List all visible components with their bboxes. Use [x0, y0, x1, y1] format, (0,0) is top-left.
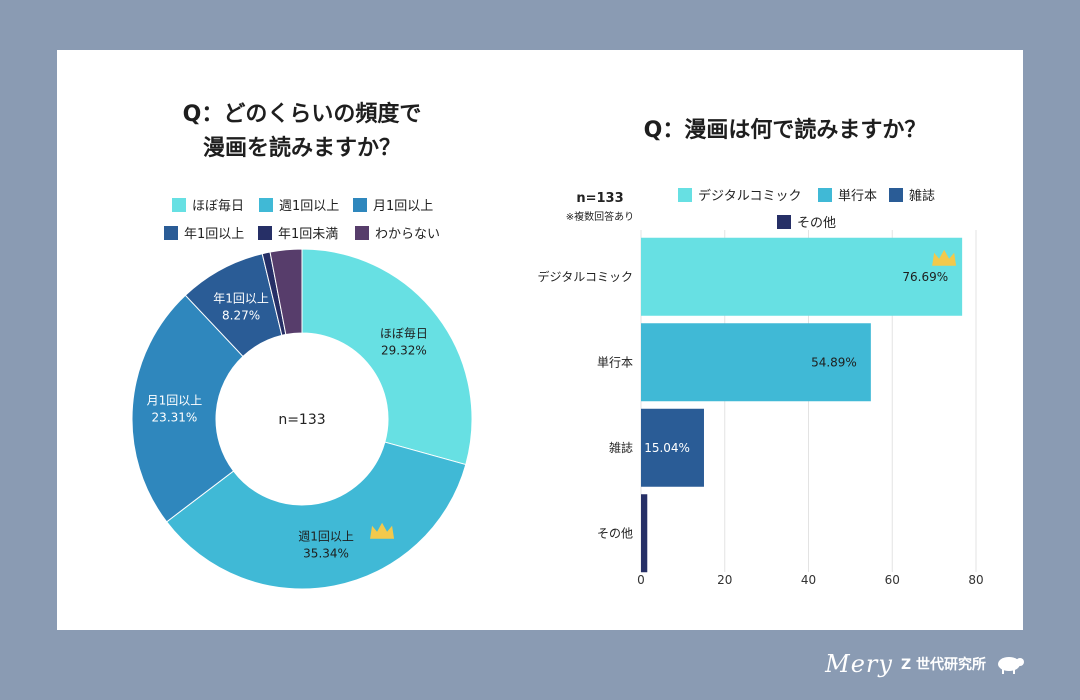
legend-swatch: [259, 197, 273, 212]
legend-swatch: [258, 225, 272, 240]
legend-swatch: [164, 225, 178, 240]
donut-chart: ほぼ毎日 29.32% 週1回以上 35.34% 月1回以上 23.31% 年1回以上 8.2…: [131, 248, 473, 590]
bar-value-label: 15.04%: [644, 441, 690, 455]
chart-card: Q：どのくらいの頻度で 漫画を読みますか？ Q：漫画は何で読みますか？ ほぼ毎日…: [57, 50, 1023, 630]
legend-label: 単行本: [838, 189, 878, 204]
donut-slice: [131, 294, 244, 523]
brand-logo: Mery: [825, 650, 893, 678]
bar-note: ※複数回答あり: [566, 210, 634, 223]
bar-legend-item: 雑誌: [889, 185, 935, 204]
crown-icon: [370, 522, 395, 539]
crown-icon: [932, 249, 957, 266]
bar-value-label: 76.69%: [902, 270, 948, 284]
donut-legend-item: 月1回以上: [353, 195, 433, 214]
legend-label: その他: [797, 216, 837, 231]
legend-label: 雑誌: [909, 189, 936, 204]
legend-swatch: [353, 197, 367, 212]
x-tick-label: 60: [885, 573, 900, 587]
y-category-label: デジタルコミック: [537, 269, 633, 284]
donut-legend-item: 週1回以上: [259, 195, 339, 214]
bar-value-label: 54.89%: [811, 355, 857, 369]
donut-slice: [269, 248, 303, 336]
bar: [641, 323, 871, 402]
x-tick-label: 20: [717, 573, 732, 587]
x-tick-label: 0: [637, 573, 645, 587]
bar-chart-title: Q：漫画は何で読みますか？: [643, 118, 927, 143]
legend-label: わからない: [375, 227, 441, 242]
x-tick-label: 40: [801, 573, 816, 587]
legend-label: 年1回未満: [278, 227, 339, 242]
legend-swatch: [818, 187, 832, 202]
footer: Mery Z 世代研究所: [825, 650, 1026, 678]
slice-value: 29.32%: [381, 344, 427, 358]
slice-label: 週1回以上: [298, 530, 354, 544]
donut-center-label: n=133: [278, 412, 325, 428]
bar-legend-item: 単行本: [818, 185, 877, 204]
slice-value: 8.27%: [222, 308, 260, 322]
slice-label: ほぼ毎日: [380, 326, 428, 341]
donut-legend-item: ほぼ毎日: [172, 195, 244, 214]
donut-slice: [165, 441, 467, 590]
slice-label: 月1回以上: [147, 393, 203, 407]
y-category-label: 単行本: [597, 355, 633, 369]
legend-swatch: [777, 214, 791, 229]
slice-value: 23.31%: [152, 410, 198, 424]
legend-label: 週1回以上: [279, 199, 340, 214]
legend-label: 月1回以上: [373, 199, 434, 214]
legend-swatch: [889, 187, 903, 202]
donut-legend-item: わからない: [355, 223, 440, 242]
bar-n-label: n=133: [576, 191, 623, 206]
bar-chart: 0 20 40 60 80 デジタルコミック 76.69% 単行本 54.89% 雑誌 15.04%…: [537, 191, 983, 587]
slice-label: 年1回以上: [213, 291, 269, 305]
slice-value: 35.34%: [303, 547, 349, 561]
bar-legend-item: デジタルコミック: [678, 185, 801, 204]
legend-label: 年1回以上: [184, 227, 245, 242]
donut-chart-title: Q：どのくらいの頻度で 漫画を読みますか？: [182, 102, 422, 161]
bar-legend-item: その他: [777, 212, 836, 231]
y-category-label: 雑誌: [609, 440, 633, 455]
bar: [641, 237, 963, 316]
bar: [641, 408, 704, 487]
donut-legend-item: 年1回未満: [258, 223, 338, 242]
bar: [641, 494, 648, 573]
donut-slice: [301, 248, 473, 466]
legend-swatch: [355, 225, 369, 240]
x-tick-label: 80: [968, 573, 983, 587]
legend-swatch: [678, 187, 692, 202]
y-category-label: その他: [597, 526, 633, 540]
footer-text: Z 世代研究所: [900, 657, 986, 673]
legend-label: ほぼ毎日: [192, 199, 245, 214]
legend-label: デジタルコミック: [698, 189, 802, 204]
sheep-icon: [998, 657, 1024, 674]
donut-legend-item: 年1回以上: [164, 223, 244, 242]
legend-swatch: [172, 197, 186, 212]
